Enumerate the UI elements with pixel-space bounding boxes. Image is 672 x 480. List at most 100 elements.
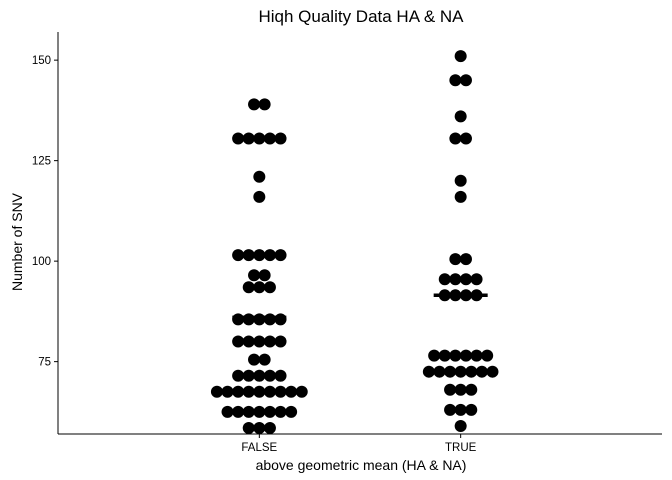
data-point-true (444, 365, 457, 378)
data-point-false (242, 249, 255, 262)
data-point-false (263, 132, 276, 145)
data-point-false (253, 335, 266, 348)
y-tick-label: 125 (32, 156, 51, 168)
data-point-false (232, 405, 245, 418)
data-point-false (274, 335, 287, 348)
data-point-true (454, 110, 467, 123)
x-axis-ticks: FALSE TRUE (241, 434, 477, 454)
data-point-false (274, 249, 287, 262)
data-point-true (486, 365, 499, 378)
data-point-false (263, 335, 276, 348)
data-point-true (433, 365, 446, 378)
data-point-false (232, 385, 245, 398)
data-point-true (465, 383, 478, 396)
data-point-false (258, 98, 271, 111)
data-point-false (242, 405, 255, 418)
data-point-false (242, 313, 255, 326)
data-point-false (258, 269, 271, 282)
data-point-false (248, 353, 261, 366)
x-tick-label: FALSE (241, 442, 277, 454)
chart-title: Hiqh Quality Data HA & NA (258, 7, 464, 26)
data-point-false (242, 369, 255, 382)
data-point-false (232, 249, 245, 262)
data-point-false (253, 190, 266, 203)
x-axis-label: above geometric mean (HA & NA) (256, 457, 467, 473)
data-point-true (459, 132, 472, 145)
data-point-false (263, 281, 276, 294)
data-point-false (210, 385, 223, 398)
data-point-false (232, 335, 245, 348)
data-point-false (263, 405, 276, 418)
data-point-false (242, 281, 255, 294)
data-point-true (454, 403, 467, 416)
data-point-true (481, 349, 494, 362)
data-point-false (253, 249, 266, 262)
data-point-false (253, 313, 266, 326)
data-point-false (242, 335, 255, 348)
data-point-false (253, 421, 266, 434)
data-point-true (454, 365, 467, 378)
axes (57, 32, 662, 435)
data-point-true (465, 403, 478, 416)
x-tick-label: TRUE (445, 442, 477, 454)
data-point-false (274, 405, 287, 418)
data-point-true (444, 403, 457, 416)
data-point-false (248, 98, 261, 111)
data-point-true (449, 273, 462, 286)
data-point-true (465, 365, 478, 378)
data-point-true (449, 132, 462, 145)
data-point-false (274, 313, 287, 326)
data-point-true (428, 349, 441, 362)
data-point-false (295, 385, 308, 398)
data-point-false (274, 385, 287, 398)
data-point-true (454, 174, 467, 187)
y-tick-label: 150 (32, 55, 51, 67)
y-tick-label: 100 (32, 256, 51, 268)
data-point-false (274, 369, 287, 382)
data-point-false (253, 132, 266, 145)
data-point-false (232, 132, 245, 145)
data-point-false (242, 385, 255, 398)
data-point-false (221, 385, 234, 398)
data-point-false (232, 369, 245, 382)
data-point-true (459, 74, 472, 87)
data-point-false (221, 405, 234, 418)
data-point-false (274, 132, 287, 145)
data-point-true (454, 383, 467, 396)
data-point-false (253, 281, 266, 294)
y-axis-ticks: 75 100 125 150 (32, 55, 58, 369)
data-point-false (242, 132, 255, 145)
data-point-true (444, 383, 457, 396)
data-point-true (454, 190, 467, 203)
data-point-true (470, 273, 483, 286)
data-point-true (449, 74, 462, 87)
data-point-true (422, 365, 435, 378)
data-point-true (449, 253, 462, 266)
data-point-true (459, 349, 472, 362)
data-point-false (253, 170, 266, 183)
data-point-true (438, 349, 451, 362)
data-point-false (263, 385, 276, 398)
y-axis-label: Number of SNV (9, 192, 25, 291)
data-point-false (258, 353, 271, 366)
data-point-false (253, 385, 266, 398)
data-point-false (253, 405, 266, 418)
data-point-false (263, 421, 276, 434)
data-point-true (449, 349, 462, 362)
data-point-true (459, 273, 472, 286)
data-point-false (253, 369, 266, 382)
data-point-false (263, 249, 276, 262)
plot-area (210, 50, 499, 434)
data-point-true (438, 273, 451, 286)
data-point-false (248, 269, 261, 282)
data-point-true (454, 419, 467, 432)
data-point-true (459, 253, 472, 266)
data-point-false (285, 405, 298, 418)
data-point-true (470, 349, 483, 362)
data-point-true (475, 365, 488, 378)
data-point-true (454, 50, 467, 63)
data-point-false (232, 313, 245, 326)
data-point-false (263, 369, 276, 382)
data-point-false (242, 421, 255, 434)
